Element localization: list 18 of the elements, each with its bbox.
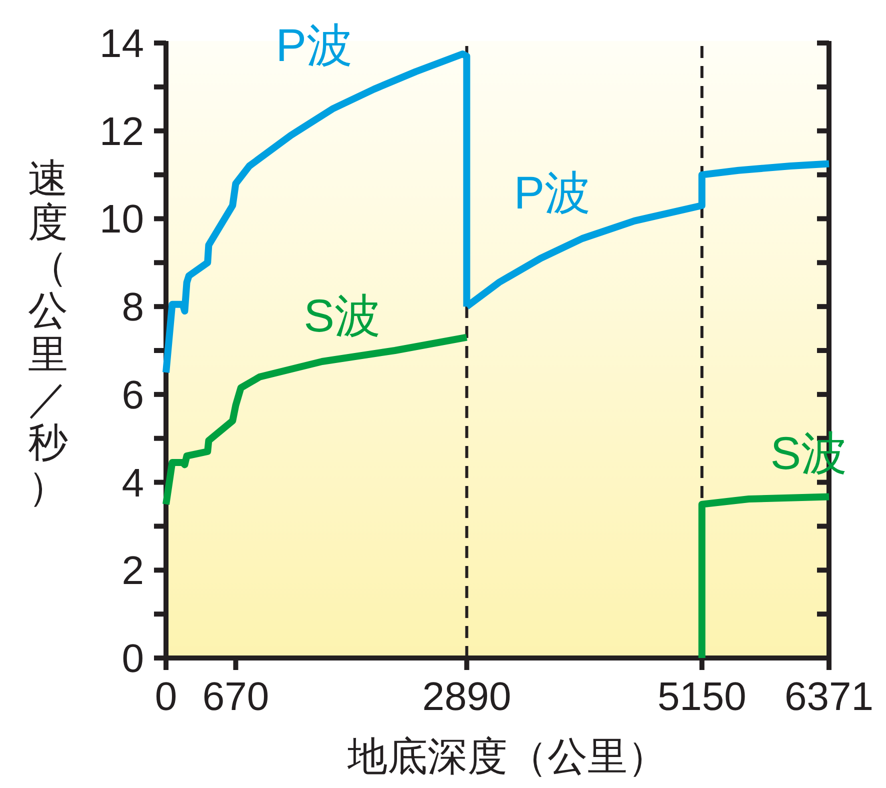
x-tick-label: 2890 (422, 675, 512, 719)
y-tick-label: 8 (122, 286, 144, 330)
y-tick-label: 14 (100, 22, 144, 66)
x-tick-label: 6371 (784, 675, 874, 719)
x-tick-label: 5150 (657, 675, 746, 719)
y-tick-label: 4 (122, 461, 144, 506)
y-tick-label: 0 (122, 637, 144, 681)
y-tick-label: 12 (100, 110, 144, 154)
x-tick-label: 0 (154, 675, 178, 719)
series-label: P波 (514, 166, 591, 218)
y-tick-label: 2 (122, 549, 144, 594)
y-tick-label: 6 (122, 373, 144, 418)
y-axis-title: 速度（公里／秒） (28, 157, 68, 509)
series-label: P波 (276, 19, 352, 72)
series-label: S波 (304, 289, 380, 342)
x-axis-title: 地底深度（公里） (346, 735, 668, 779)
y-tick-label: 10 (100, 198, 144, 242)
x-tick-label: 670 (202, 675, 270, 719)
